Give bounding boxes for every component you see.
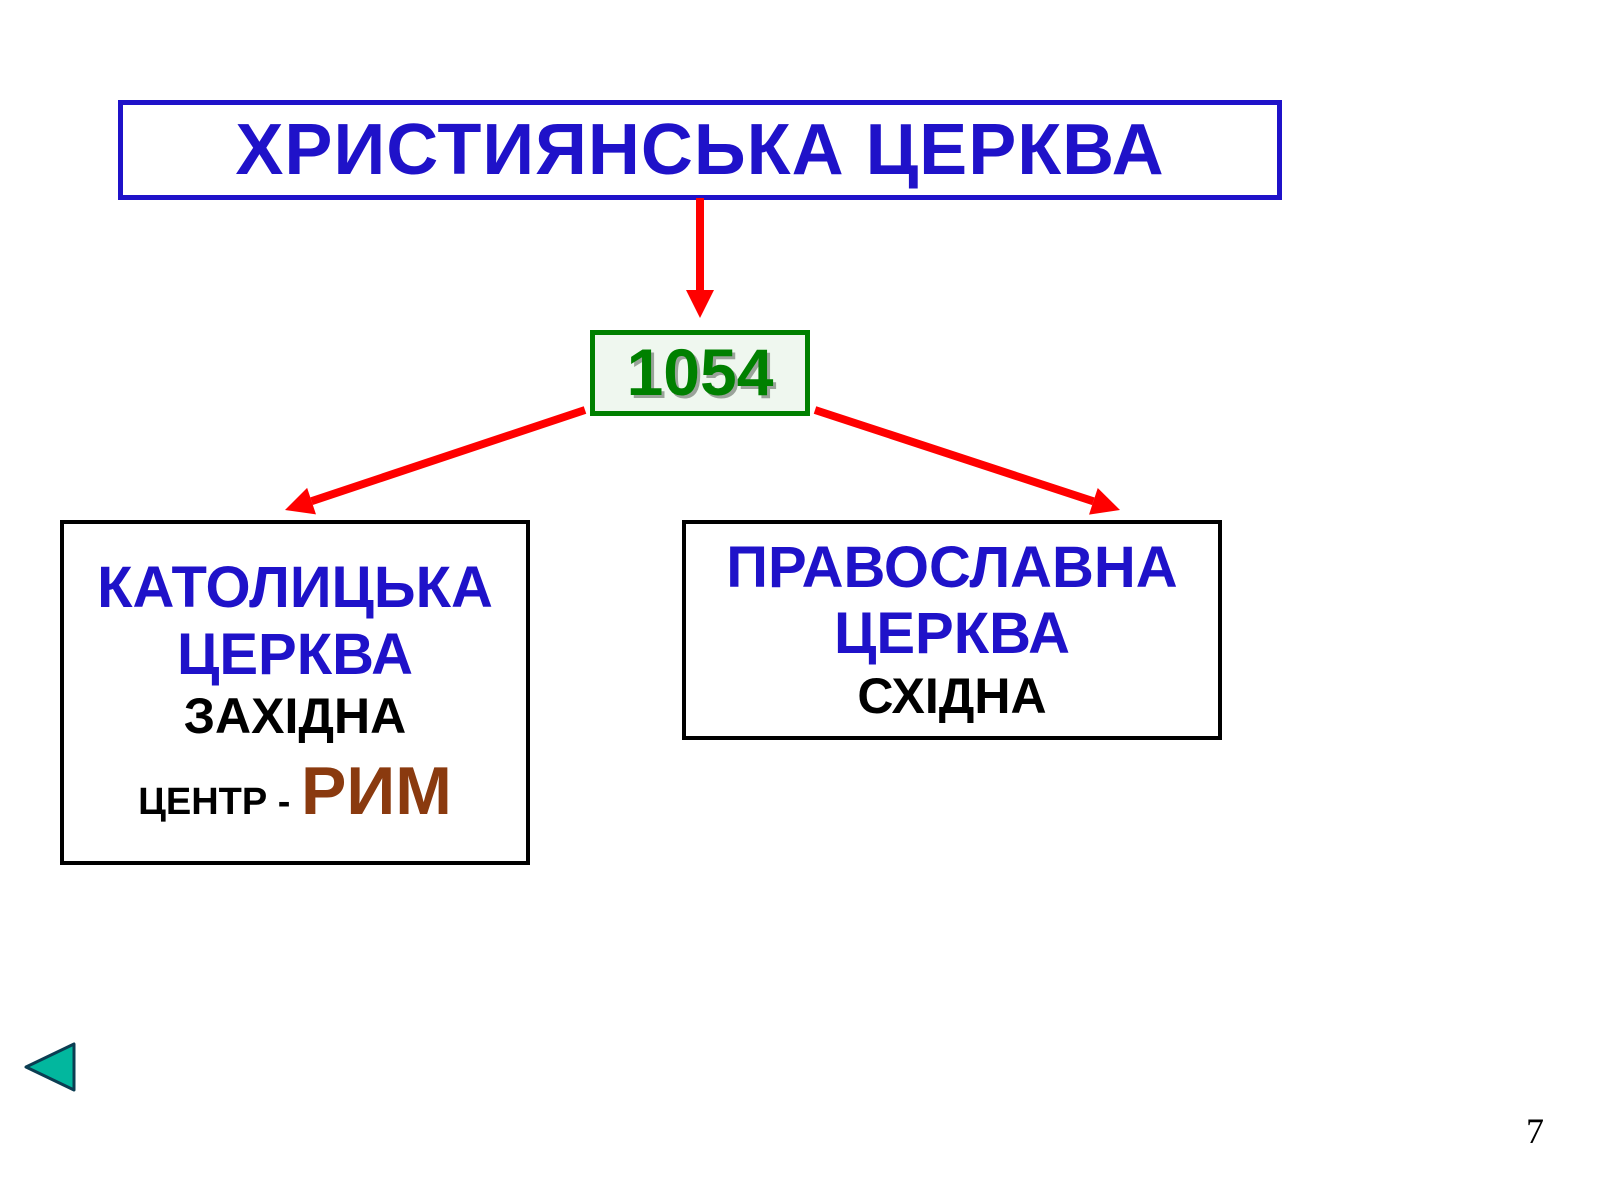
page-number: 7 bbox=[1526, 1110, 1544, 1152]
year-box: 1054 1054 bbox=[590, 330, 810, 416]
orthodox-line-1: ПРАВОСЛАВНА bbox=[726, 535, 1177, 602]
orthodox-line-3: СХІДНА bbox=[857, 668, 1046, 726]
title-text: ХРИСТИЯНСЬКА ЦЕРКВА bbox=[235, 109, 1164, 192]
orthodox-church-box: ПРАВОСЛАВНА ЦЕРКВА СХІДНА bbox=[682, 520, 1222, 740]
back-triangle-icon bbox=[18, 1040, 82, 1094]
back-button[interactable] bbox=[18, 1040, 82, 1094]
orthodox-line-2: ЦЕРКВА bbox=[834, 601, 1070, 668]
center-prefix: ЦЕНТР - bbox=[138, 781, 301, 823]
center-main: РИМ bbox=[301, 753, 452, 829]
catholic-church-box: КАТОЛИЦЬКА ЦЕРКВА ЗАХІДНА ЦЕНТР - РИМ bbox=[60, 520, 530, 865]
catholic-line-2: ЦЕРКВА bbox=[177, 622, 413, 689]
catholic-line-1: КАТОЛИЦЬКА bbox=[97, 555, 493, 622]
page-number-text: 7 bbox=[1526, 1111, 1544, 1151]
year-text: 1054 bbox=[627, 335, 774, 411]
catholic-center-line: ЦЕНТР - РИМ bbox=[138, 752, 452, 830]
catholic-line-3: ЗАХІДНА bbox=[184, 688, 407, 746]
title-box: ХРИСТИЯНСЬКА ЦЕРКВА bbox=[118, 100, 1282, 200]
